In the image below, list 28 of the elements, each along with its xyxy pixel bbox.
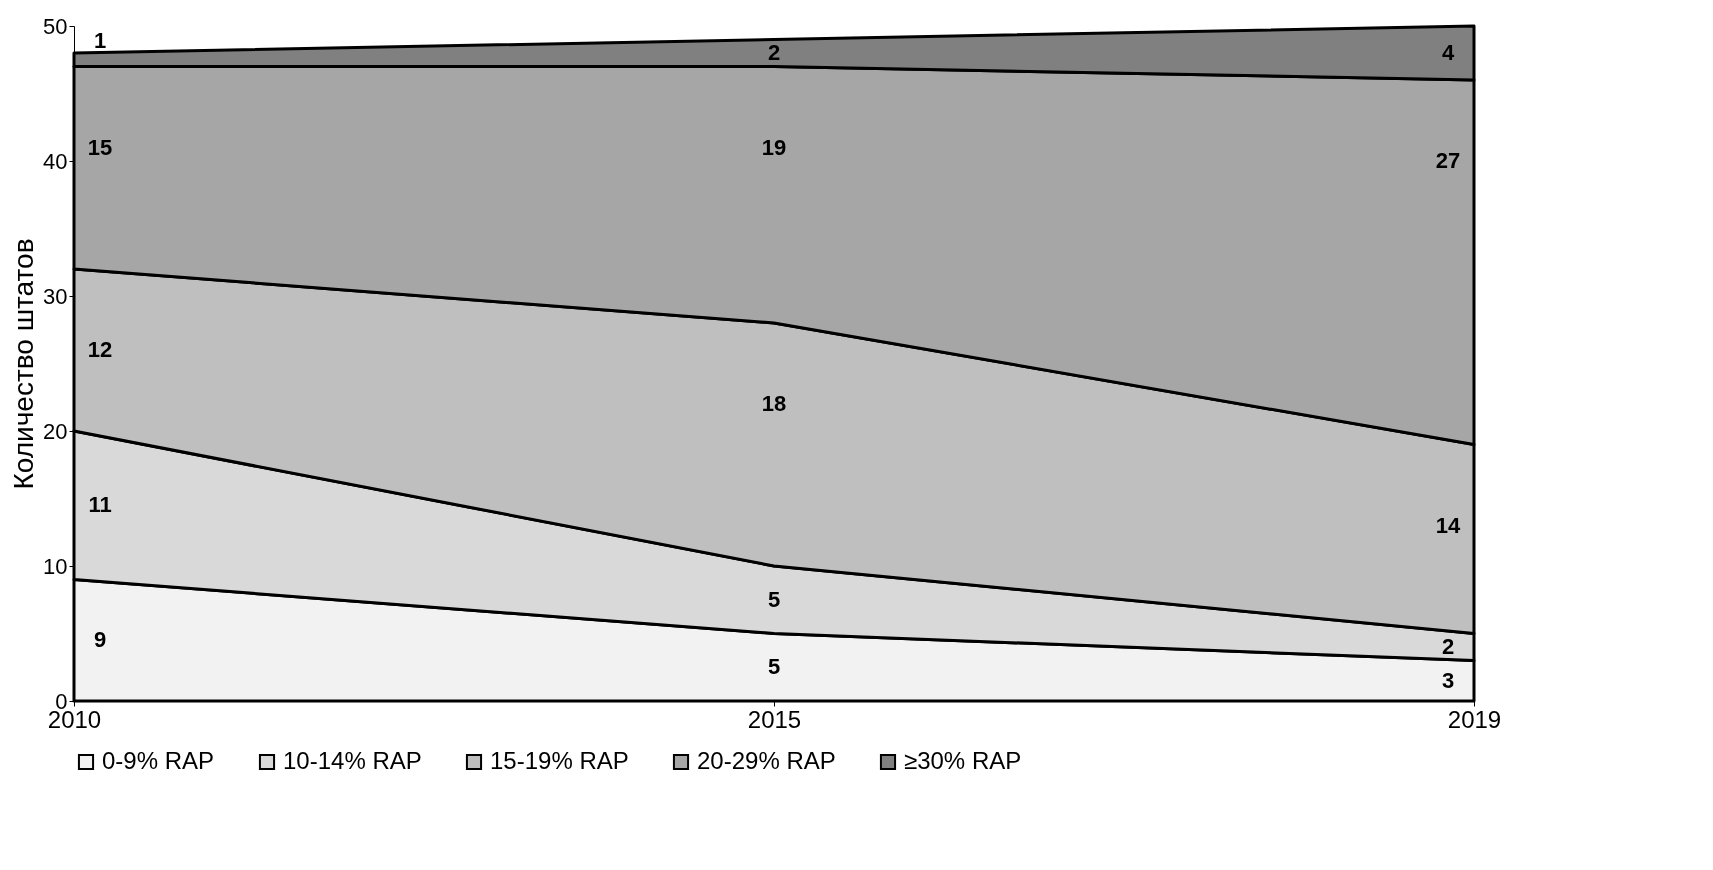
data-label: 15	[87, 134, 113, 160]
legend-label: 20-29% RAP	[697, 747, 836, 774]
data-label: 19	[761, 134, 787, 160]
y-tick-label: 40	[43, 148, 68, 174]
data-label: 4	[1441, 40, 1455, 65]
y-tick-label: 10	[43, 553, 68, 579]
y-tick-label: 20	[43, 418, 68, 444]
legend-label: ≥30% RAP	[904, 747, 1022, 774]
data-label: 9	[93, 627, 107, 653]
data-label: 5	[767, 654, 781, 680]
legend-label: 15-19% RAP	[490, 747, 629, 774]
data-label: 3	[1441, 667, 1455, 693]
y-tick-label: 50	[43, 13, 68, 39]
data-label: 11	[88, 492, 112, 518]
legend-label: 0-9% RAP	[102, 747, 215, 774]
data-label: 27	[1435, 148, 1461, 173]
data-label: 5	[767, 586, 781, 612]
data-label: 2	[1441, 634, 1455, 659]
data-label: 2	[767, 40, 781, 65]
x-tick-label: 2015	[747, 705, 802, 733]
legend-label: 10-14% RAP	[283, 747, 422, 774]
data-label: 12	[87, 337, 113, 362]
data-label: 18	[761, 391, 787, 416]
x-tick-label: 2019	[1447, 705, 1502, 733]
y-tick-label: 30	[43, 283, 68, 309]
data-label: 1	[93, 27, 107, 53]
y-axis-title: Количество штатов	[8, 238, 40, 490]
data-label: 14	[1435, 512, 1461, 538]
